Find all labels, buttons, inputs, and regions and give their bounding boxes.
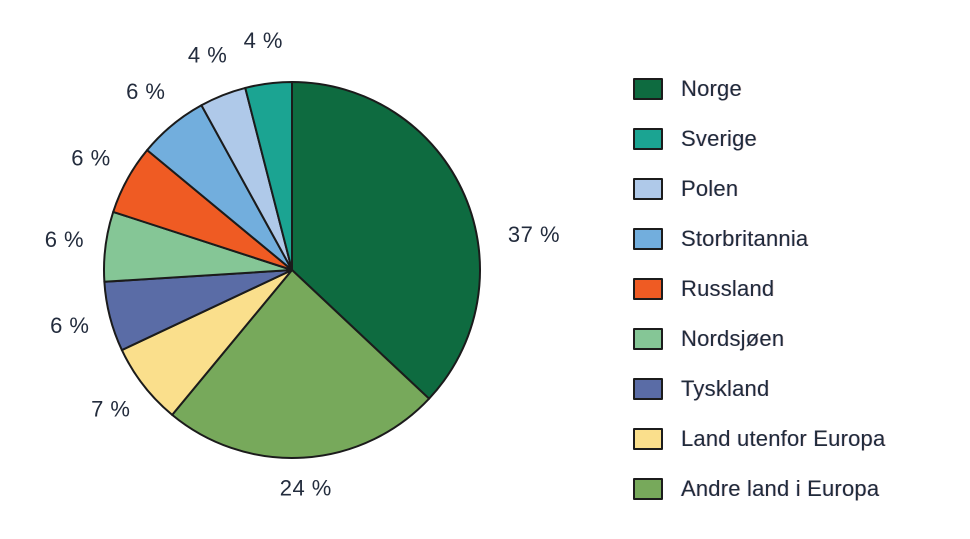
legend-label: Storbritannia	[681, 226, 809, 251]
legend-swatch-nordsjøen	[633, 328, 663, 350]
legend-item-russland: Russland	[633, 276, 885, 301]
legend-item-tyskland: Tyskland	[633, 376, 885, 401]
legend-swatch-sverige	[633, 128, 663, 150]
legend-item-norge: Norge	[633, 76, 885, 101]
slice-value-label-polen: 4 %	[188, 43, 227, 68]
legend-swatch-tyskland	[633, 378, 663, 400]
legend-item-storbritannia: Storbritannia	[633, 226, 885, 251]
legend-item-nordsjøen: Nordsjøen	[633, 326, 885, 351]
legend-label: Polen	[681, 176, 739, 201]
legend-label: Russland	[681, 276, 775, 301]
slice-value-label-nordsjøen: 6 %	[45, 227, 84, 252]
legend-item-andre-land-i-europa: Andre land i Europa	[633, 476, 885, 501]
pie-slice-sverige	[244, 81, 293, 271]
legend-swatch-andre-land-i-europa	[633, 478, 663, 500]
pie-slice-andre-land-i-europa	[171, 269, 431, 459]
slice-value-label-storbritannia: 6 %	[126, 79, 165, 104]
legend-label: Andre land i Europa	[681, 476, 880, 501]
legend-swatch-storbritannia	[633, 228, 663, 250]
legend-label: Norge	[681, 76, 742, 101]
legend-swatch-polen	[633, 178, 663, 200]
legend-item-polen: Polen	[633, 176, 885, 201]
slice-value-label-tyskland: 6 %	[50, 313, 89, 338]
legend-item-land-utenfor-europa: Land utenfor Europa	[633, 426, 886, 451]
pie-chart: 37 % 24 % 7 % 6 % 6 % 6 % 6 % 4 % 4 %	[45, 28, 560, 500]
legend-swatch-norge	[633, 78, 663, 100]
pie-chart-area: 37 % 24 % 7 % 6 % 6 % 6 % 6 % 4 % 4 %	[45, 28, 560, 500]
legend-label: Land utenfor Europa	[681, 426, 886, 451]
slice-value-label-land-utenfor-europa: 7 %	[91, 396, 130, 421]
legend: Norge Sverige Polen Storbritannia Russland No…	[633, 76, 886, 501]
slice-value-label-andre-land-i-europa: 24 %	[280, 475, 332, 500]
legend-swatch-russland	[633, 278, 663, 300]
slice-value-label-norge: 37 %	[508, 222, 560, 247]
slice-value-label-russland: 6 %	[71, 145, 110, 170]
pie-slice-norge	[291, 81, 481, 400]
legend-item-sverige: Sverige	[633, 126, 885, 151]
legend-label: Nordsjøen	[681, 326, 785, 351]
slice-value-label-sverige: 4 %	[244, 28, 283, 53]
legend-swatch-land-utenfor-europa	[633, 428, 663, 450]
legend-label: Tyskland	[681, 376, 770, 401]
legend-label: Sverige	[681, 126, 757, 151]
